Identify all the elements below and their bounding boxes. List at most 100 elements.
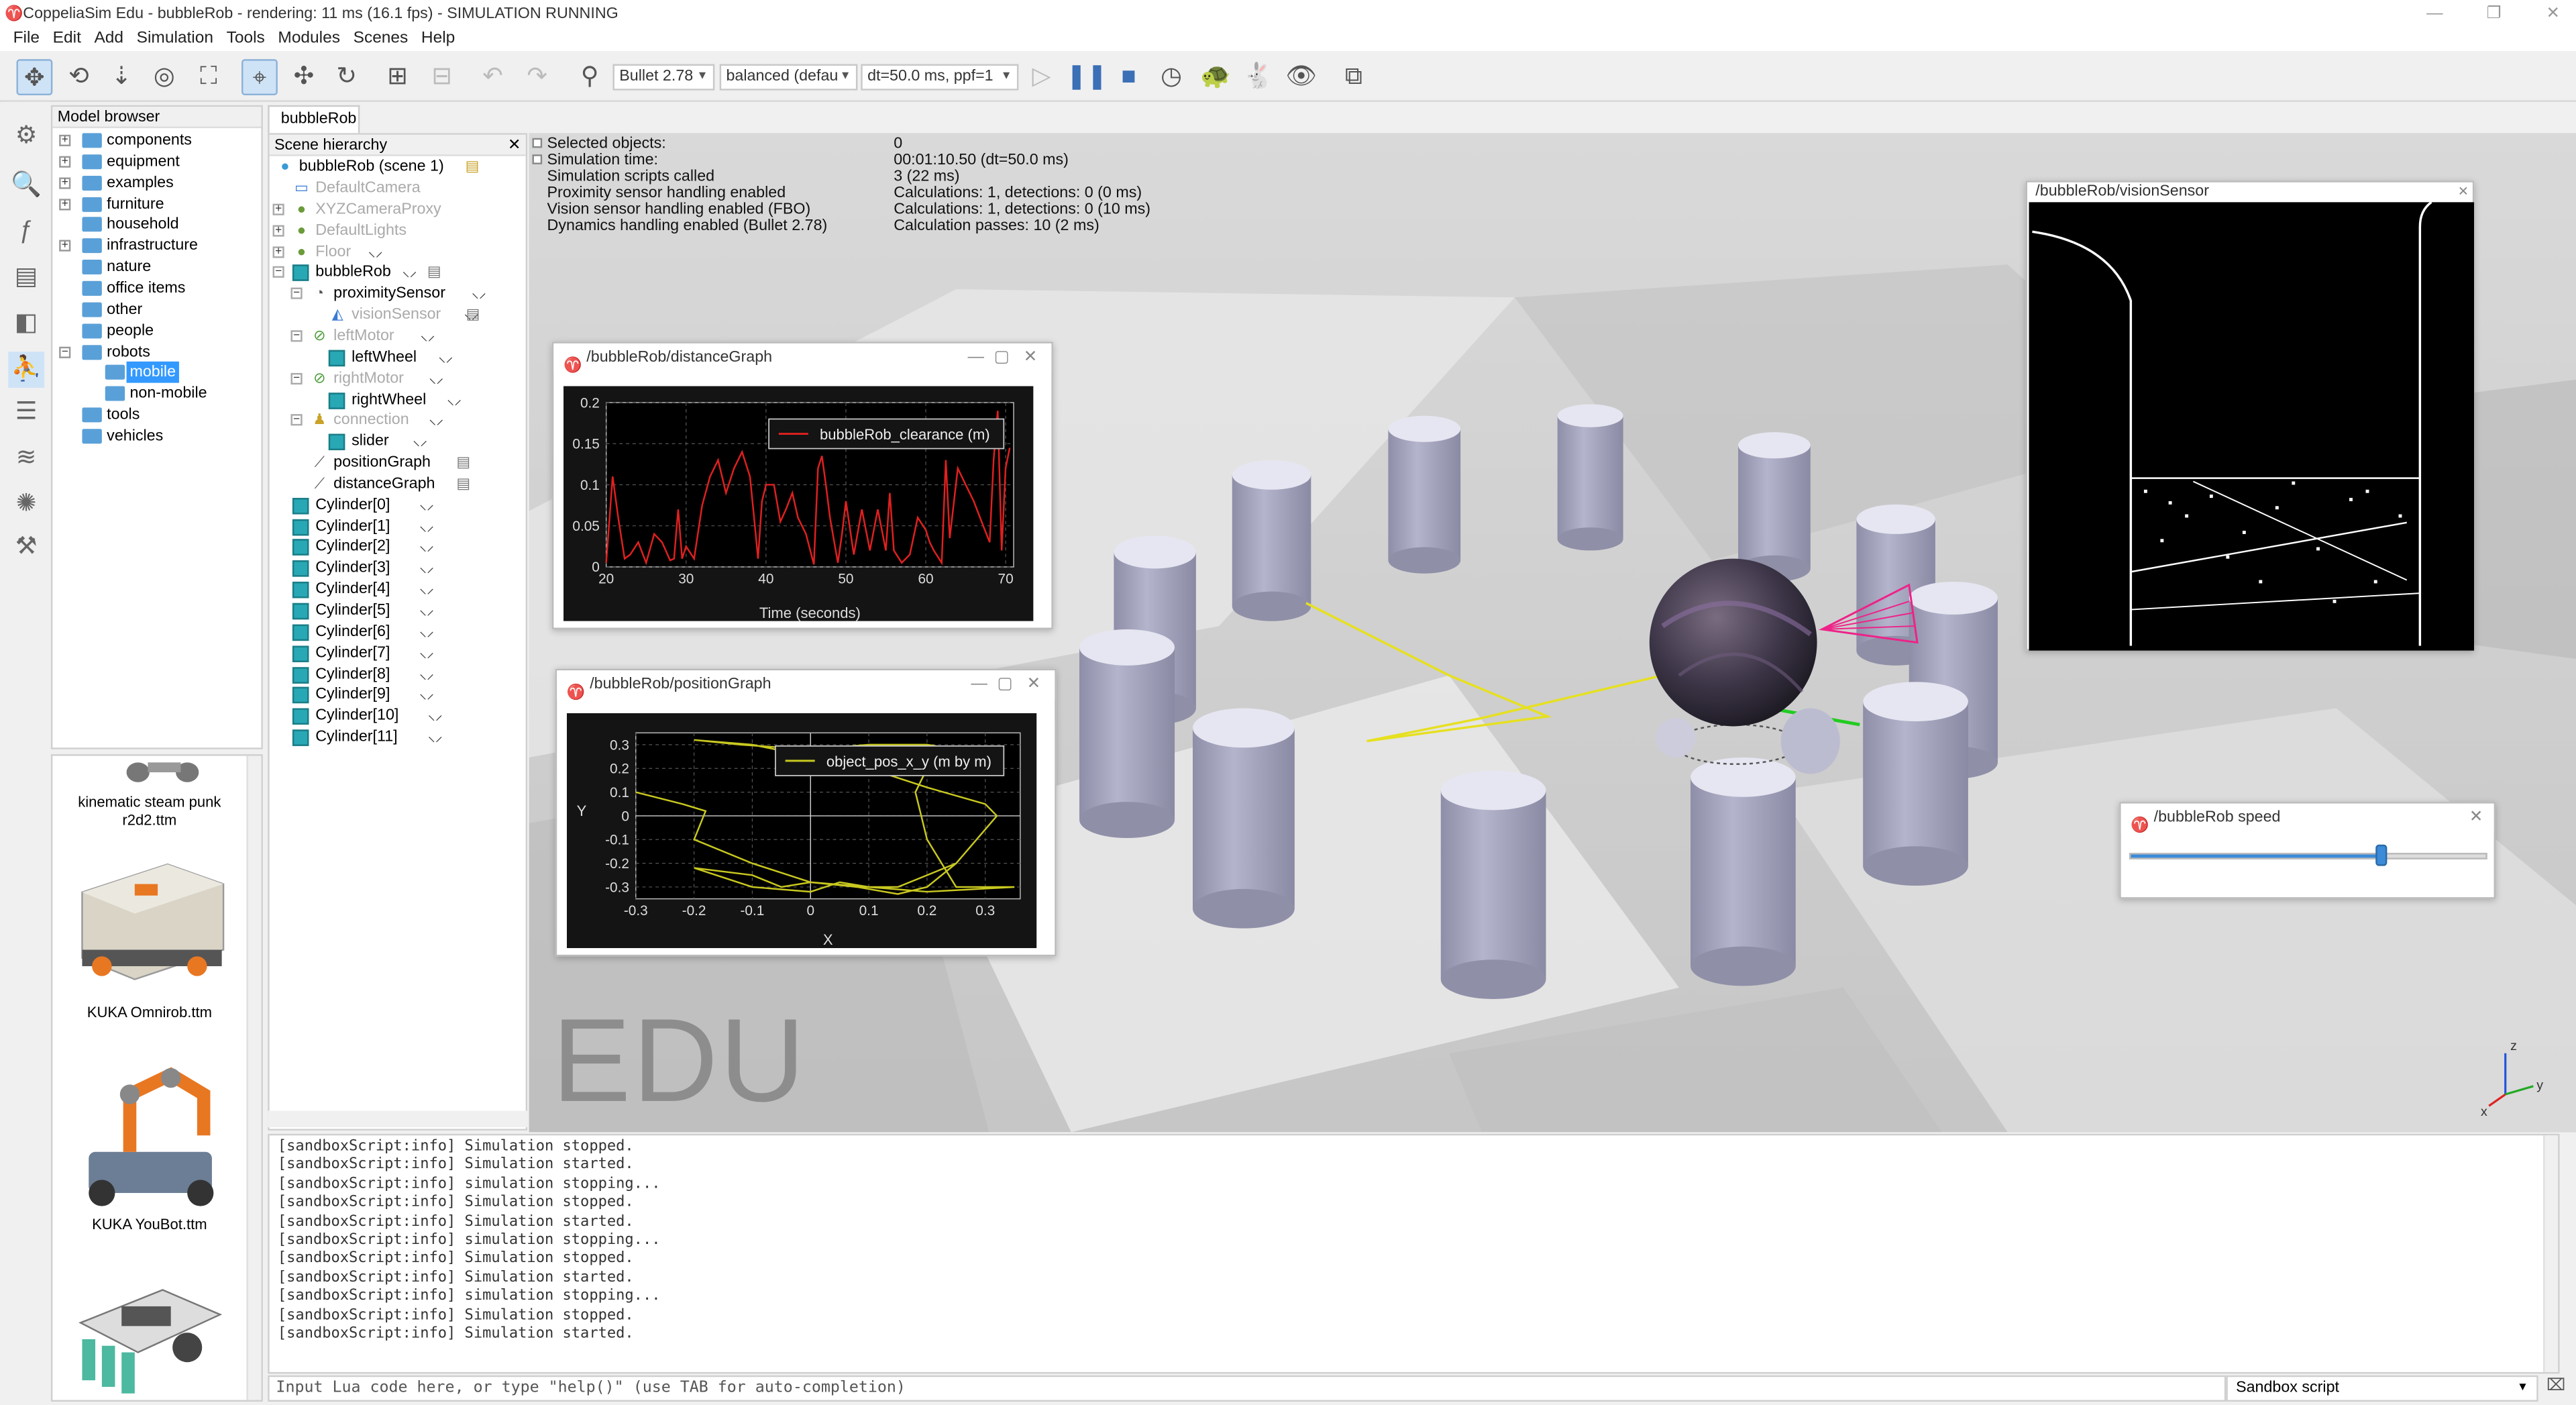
hierarchy-item[interactable]: Cylinder[2] ⸜⸝ [270, 536, 526, 558]
calculation-modules-icon[interactable]: ✺ [15, 489, 37, 518]
maximize-button[interactable]: ▢ [994, 348, 1010, 367]
simulation-settings-icon[interactable]: ⚙ [15, 121, 38, 150]
expand-icon[interactable]: + [59, 198, 71, 210]
menu-modules[interactable]: Modules [278, 30, 341, 48]
hierarchy-item[interactable]: − ⊘ leftMotor ⸜⸝ [270, 325, 526, 347]
hierarchy-item[interactable]: − ⊘ rightMotor ⸜⸝ [270, 368, 526, 389]
hierarchy-item[interactable]: ◭ visionSensor ⸜⸝ ▤ [270, 304, 526, 325]
slow-down-icon[interactable]: 🐢 [1200, 62, 1232, 91]
minimize-button[interactable]: — [971, 675, 987, 694]
clear-console-icon[interactable]: ⌧ [2546, 1377, 2566, 1396]
hierarchy-item[interactable]: Cylinder[4] ⸜⸝ [270, 578, 526, 600]
hierarchy-item[interactable]: − bubbleRob ⸜⸝ ▤ [270, 262, 526, 283]
click-select-icon[interactable]: ⌖ [241, 59, 278, 96]
console-scrollbar[interactable] [2543, 1135, 2559, 1372]
distance-graph-window[interactable]: ♈ /bubbleRob/distanceGraph — ▢ ✕ 20 30 40 5… [551, 342, 1053, 629]
attached-script-icon[interactable]: ▤ [456, 474, 471, 491]
layers-icon[interactable]: ▤ [14, 262, 38, 291]
expand-toggle-icon[interactable]: − [290, 414, 303, 427]
attached-script-icon[interactable]: ▤ [456, 454, 471, 470]
hierarchy-item[interactable]: − ◔ proximitySensor ⸜⸝ [270, 283, 526, 305]
attached-script-icon[interactable]: ▤ [427, 263, 441, 280]
expand-toggle-icon[interactable]: − [290, 288, 303, 300]
expand-icon[interactable]: + [59, 156, 71, 168]
distance-graph-titlebar[interactable]: ♈ /bubbleRob/distanceGraph — ▢ ✕ [553, 343, 1052, 373]
camera-angle-icon[interactable]: ◎ [153, 62, 175, 91]
hierarchy-item[interactable]: Cylinder[5] ⸜⸝ [270, 600, 526, 621]
menu-scenes[interactable]: Scenes [353, 30, 409, 48]
collapse-icon[interactable]: − [59, 346, 71, 358]
camera-pan-icon[interactable]: ✥ [16, 59, 53, 96]
menu-tools[interactable]: Tools [226, 30, 265, 48]
hierarchy-item[interactable]: Cylinder[10] ⸜⸝ [270, 705, 526, 727]
hierarchy-item[interactable]: + ● DefaultLights [270, 219, 526, 241]
lua-input[interactable]: Input Lua code here, or type "help()" (u… [268, 1375, 2226, 1402]
script-icon[interactable]: ƒ [19, 217, 34, 245]
dynamics-settings-icon[interactable]: ⚲ [580, 62, 599, 91]
menu-edit[interactable]: Edit [52, 30, 81, 48]
hierarchy-item[interactable]: slider ⸜⸝ [270, 431, 526, 452]
stop-simulation-icon[interactable]: ■ [1121, 62, 1136, 91]
attached-script-icon[interactable]: ▤ [466, 305, 480, 323]
start-simulation-icon[interactable]: ▷ [1032, 62, 1051, 91]
scene-hierarchy-toggle-icon[interactable]: ☰ [15, 397, 38, 426]
hierarchy-item[interactable]: + ● XYZCameraProxy [270, 199, 526, 220]
hierarchy-item[interactable]: leftWheel ⸜⸝ [270, 346, 526, 368]
expand-toggle-icon[interactable]: − [290, 330, 303, 342]
script-selector[interactable]: Sandbox script ▼ [2226, 1375, 2538, 1402]
close-icon[interactable]: ✕ [1026, 675, 1041, 694]
redo-icon[interactable]: ↷ [527, 62, 548, 91]
menu-help[interactable]: Help [421, 30, 455, 48]
expand-toggle-icon[interactable]: − [272, 266, 284, 278]
hierarchy-item[interactable]: Cylinder[1] ⸜⸝ [270, 515, 526, 537]
hierarchy-item[interactable]: ▭ DefaultCamera [270, 177, 526, 199]
camera-rotate-icon[interactable]: ⟲ [68, 62, 89, 91]
physics-engine-select[interactable]: Bullet 2.78 ▼ [612, 64, 715, 91]
transfer-dna-icon[interactable]: ⊟ [431, 62, 453, 91]
zoom-icon[interactable]: 🔍 [11, 170, 42, 199]
expand-icon[interactable]: + [59, 134, 71, 146]
vision-sensor-window[interactable]: /bubbleRob/visionSensor ✕ [2025, 180, 2475, 651]
close-icon[interactable]: ✕ [2457, 184, 2469, 199]
hierarchy-item[interactable]: Cylinder[3] ⸜⸝ [270, 558, 526, 579]
hierarchy-item[interactable]: Cylinder[7] ⸜⸝ [270, 642, 526, 664]
expand-toggle-icon[interactable]: + [272, 203, 284, 215]
fit-to-view-icon[interactable]: ⛶ [200, 62, 217, 91]
hierarchy-item[interactable]: ⟋ positionGraph ▤ [270, 452, 526, 474]
shape-edit-icon[interactable]: ◧ [14, 309, 38, 337]
position-graph-titlebar[interactable]: ♈ /bubbleRob/positionGraph — ▢ ✕ [557, 670, 1055, 700]
speed-up-icon[interactable]: 🐇 [1243, 62, 1274, 91]
scene-page-icon[interactable]: ⧉ [1344, 62, 1363, 91]
menu-add[interactable]: Add [94, 30, 124, 48]
pause-simulation-icon[interactable]: ❚❚ [1066, 62, 1108, 91]
scene-tab[interactable]: bubbleRob [268, 105, 360, 134]
hierarchy-hscrollbar[interactable] [268, 1110, 528, 1128]
menu-file[interactable]: File [13, 30, 40, 48]
hierarchy-item[interactable]: rightWheel ⸜⸝ [270, 388, 526, 410]
kuka-omnirob-thumbnail[interactable] [69, 851, 233, 991]
realtime-icon[interactable]: ◷ [1161, 62, 1183, 91]
expand-icon[interactable]: + [59, 176, 71, 189]
menu-simulation[interactable]: Simulation [136, 30, 214, 48]
model-browser-toggle-icon[interactable]: ⛹ [8, 352, 45, 388]
expand-toggle-icon[interactable]: − [290, 372, 303, 384]
kuka-youbot-thumbnail[interactable] [72, 1061, 229, 1218]
camera-shift-icon[interactable]: ⇣ [111, 62, 132, 91]
r2d2-thumbnail[interactable] [115, 756, 213, 792]
expand-icon[interactable]: + [59, 240, 71, 252]
expand-toggle-icon[interactable]: + [272, 246, 284, 258]
close-icon[interactable]: ✕ [1023, 348, 1038, 367]
object-rotate-icon[interactable]: ↻ [336, 62, 358, 91]
hierarchy-item[interactable]: Cylinder[0] ⸜⸝ [270, 495, 526, 516]
close-window-button[interactable]: ✕ [2546, 5, 2561, 23]
hierarchy-item[interactable]: Cylinder[6] ⸜⸝ [270, 621, 526, 642]
speed-dialog[interactable]: ♈ /bubbleRob speed ✕ [2119, 802, 2496, 899]
undo-icon[interactable]: ↶ [482, 62, 504, 91]
close-icon[interactable]: ✕ [2469, 808, 2483, 827]
visualization-toggle-icon[interactable]: 👁 [1285, 62, 1317, 91]
hierarchy-item[interactable]: − ♟ connection ⸜⸝ [270, 410, 526, 431]
accuracy-mode-select[interactable]: balanced (defau ▼ [719, 64, 858, 91]
maximize-button[interactable]: ❐ [2486, 5, 2502, 23]
user-settings-icon[interactable]: ⚒ [15, 532, 38, 561]
timestep-select[interactable]: dt=50.0 ms, ppf=1 ▼ [861, 64, 1019, 91]
